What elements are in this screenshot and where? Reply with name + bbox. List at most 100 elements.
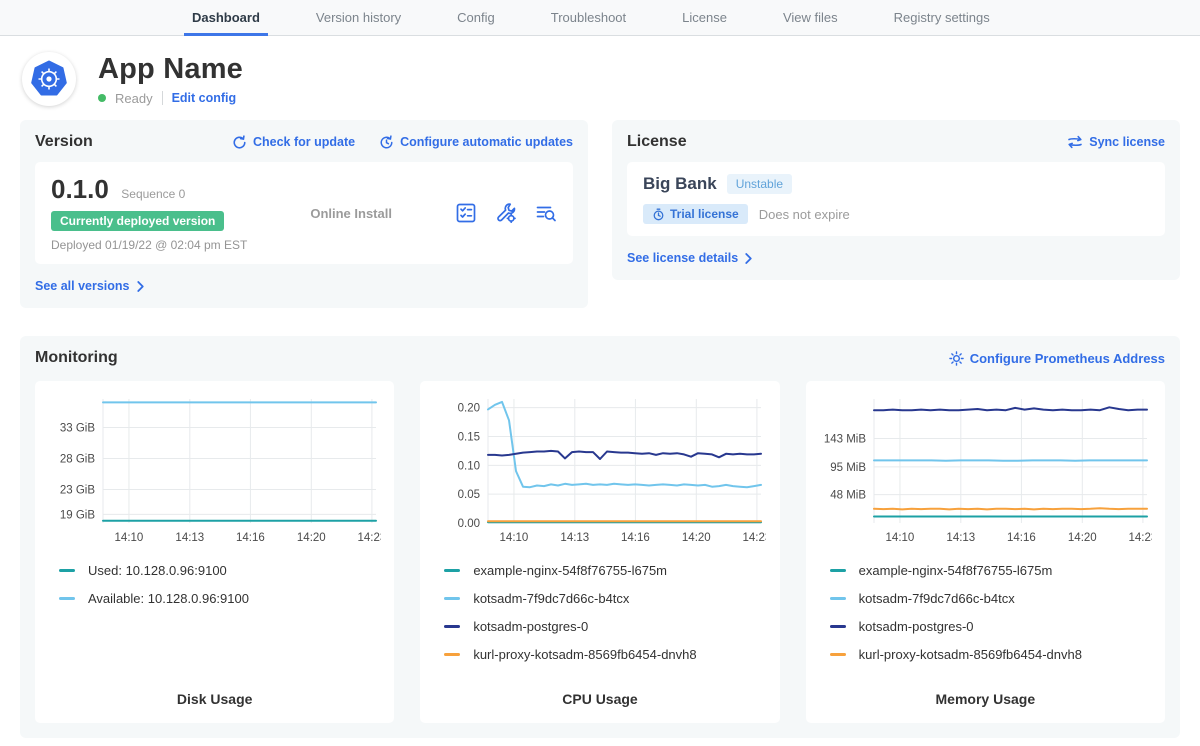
svg-text:0.10: 0.10 <box>458 460 480 472</box>
ready-status-dot <box>98 94 106 102</box>
svg-text:14:10: 14:10 <box>885 532 914 544</box>
legend-item: kotsadm-postgres-0 <box>829 619 1155 634</box>
chart-plot: 0.20 0.15 0.10 0.05 0.00 14:10 14:13 14:16 14:20… <box>458 399 766 544</box>
chart-legend: example-nginx-54f8f76755-l675m kotsadm-7f… <box>816 563 1155 662</box>
tab-dashboard[interactable]: Dashboard <box>184 0 268 36</box>
svg-text:0.20: 0.20 <box>458 403 480 415</box>
version-info: 0.1.0 Sequence 0 Currently deployed vers… <box>51 174 247 252</box>
legend-swatch <box>444 597 461 600</box>
license-card: License Sync license Big Bank Unstable <box>612 120 1180 280</box>
chevron-right-icon <box>136 280 144 292</box>
svg-text:14:23: 14:23 <box>1128 532 1151 544</box>
legend-label: kurl-proxy-kotsadm-8569fb6454-dnvh8 <box>858 647 1082 662</box>
scheduled-update-icon <box>380 134 393 148</box>
install-type-label: Online Install <box>310 205 392 221</box>
configure-prometheus-button[interactable]: Configure Prometheus Address <box>948 351 1165 366</box>
svg-text:14:13: 14:13 <box>946 532 975 544</box>
chart-title: CPU Usage <box>562 691 638 707</box>
legend-item: example-nginx-54f8f76755-l675m <box>444 563 769 578</box>
top-nav: Dashboard Version history Config Troublesho… <box>0 0 1200 36</box>
legend-swatch <box>829 653 846 656</box>
svg-text:14:10: 14:10 <box>500 532 529 544</box>
trial-license-badge: Trial license <box>643 204 748 224</box>
license-card-title: License <box>627 133 687 150</box>
customer-name: Big Bank <box>643 174 717 193</box>
chart-title: Memory Usage <box>935 691 1036 707</box>
channel-badge: Unstable <box>726 174 793 194</box>
sync-license-button[interactable]: Sync license <box>1067 135 1165 149</box>
legend-label: Available: 10.128.0.96:9100 <box>88 591 249 606</box>
legend-label: kurl-proxy-kotsadm-8569fb6454-dnvh8 <box>473 647 697 662</box>
current-version-box: 0.1.0 Sequence 0 Currently deployed vers… <box>35 162 573 264</box>
legend-label: example-nginx-54f8f76755-l675m <box>473 563 668 578</box>
tab-registry-settings[interactable]: Registry settings <box>893 10 990 25</box>
sequence-label: Sequence 0 <box>121 187 186 201</box>
svg-text:143 MiB: 143 MiB <box>823 434 866 446</box>
sync-arrows-icon <box>1068 135 1083 149</box>
svg-text:0.15: 0.15 <box>458 431 480 443</box>
license-box: Big Bank Unstable Trial license Does not… <box>627 162 1165 236</box>
legend-swatch <box>829 569 846 572</box>
monitoring-title: Monitoring <box>35 349 118 366</box>
legend-item: kotsadm-7f9dc7d66c-b4tcx <box>444 591 769 606</box>
preflight-checks-icon[interactable] <box>455 202 477 224</box>
tab-config[interactable]: Config <box>457 10 495 25</box>
see-license-details-link[interactable]: See license details <box>627 251 753 265</box>
config-wrench-icon[interactable] <box>495 202 517 224</box>
svg-text:95 MiB: 95 MiB <box>830 462 866 474</box>
chart-plot: 33 GiB 28 GiB 23 GiB 19 GiB 14:10 14:13 14:16 1… <box>60 399 381 544</box>
tab-license[interactable]: License <box>682 10 727 25</box>
svg-text:14:16: 14:16 <box>236 532 265 544</box>
version-card-title: Version <box>35 133 93 150</box>
deploy-logs-icon[interactable] <box>535 202 557 224</box>
stopwatch-icon <box>653 208 664 220</box>
chart-card-disk-usage: 33 GiB 28 GiB 23 GiB 19 GiB 14:10 14:13 14:16 1… <box>35 381 395 723</box>
chart-legend: example-nginx-54f8f76755-l675m kotsadm-7f… <box>430 563 769 662</box>
svg-text:23 GiB: 23 GiB <box>60 485 95 497</box>
configure-automatic-updates-button[interactable]: Configure automatic updates <box>379 134 573 150</box>
legend-item: Used: 10.128.0.96:9100 <box>59 563 384 578</box>
see-all-versions-link[interactable]: See all versions <box>35 279 145 293</box>
svg-text:19 GiB: 19 GiB <box>60 509 95 521</box>
app-status-row: Ready Edit config <box>98 91 243 106</box>
legend-label: example-nginx-54f8f76755-l675m <box>858 563 1053 578</box>
tab-troubleshoot[interactable]: Troubleshoot <box>550 10 627 25</box>
svg-text:33 GiB: 33 GiB <box>60 423 95 435</box>
legend-label: kotsadm-7f9dc7d66c-b4tcx <box>858 591 1015 606</box>
legend-swatch <box>444 653 461 656</box>
legend-label: kotsadm-postgres-0 <box>858 619 974 634</box>
svg-text:14:13: 14:13 <box>561 532 590 544</box>
chart-card-memory-usage: 143 MiB 95 MiB 48 MiB 14:10 14:13 14:16 14:20 1… <box>805 381 1165 723</box>
version-card: Version Check for update Configure au <box>20 120 588 308</box>
svg-text:14:20: 14:20 <box>682 532 711 544</box>
legend-item: kurl-proxy-kotsadm-8569fb6454-dnvh8 <box>444 647 769 662</box>
expiry-text: Does not expire <box>758 206 850 222</box>
svg-text:28 GiB: 28 GiB <box>60 454 95 466</box>
tab-version-history[interactable]: Version history <box>315 10 402 25</box>
legend-swatch <box>59 597 75 600</box>
page-title: App Name <box>98 52 244 85</box>
monitoring-section: Monitoring Configure Prometheus Address … <box>20 336 1180 738</box>
deployed-badge: Currently deployed version <box>51 211 225 231</box>
nav-tabs: Dashboard Version history Config Troublesho… <box>184 0 990 36</box>
cards-row: Version Check for update Configure au <box>0 106 1200 308</box>
svg-text:14:23: 14:23 <box>358 532 381 544</box>
legend-item: kotsadm-postgres-0 <box>444 619 769 634</box>
svg-text:14:20: 14:20 <box>1068 532 1097 544</box>
chevron-right-icon <box>745 252 752 264</box>
svg-text:14:16: 14:16 <box>621 532 650 544</box>
legend-item: kotsadm-7f9dc7d66c-b4tcx <box>829 591 1155 606</box>
svg-text:14:13: 14:13 <box>175 532 204 544</box>
kubernetes-logo-icon <box>22 52 76 106</box>
svg-text:0.05: 0.05 <box>458 489 480 501</box>
legend-label: Used: 10.128.0.96:9100 <box>88 563 227 578</box>
legend-item: Available: 10.128.0.96:9100 <box>59 591 384 606</box>
svg-text:14:20: 14:20 <box>297 532 326 544</box>
tab-view-files[interactable]: View files <box>782 10 838 25</box>
edit-config-link[interactable]: Edit config <box>171 91 237 105</box>
refresh-icon <box>233 134 246 149</box>
check-for-update-button[interactable]: Check for update <box>232 134 355 150</box>
chart-title: Disk Usage <box>176 691 253 707</box>
legend-swatch <box>829 597 846 600</box>
svg-text:0.00: 0.00 <box>458 518 480 530</box>
